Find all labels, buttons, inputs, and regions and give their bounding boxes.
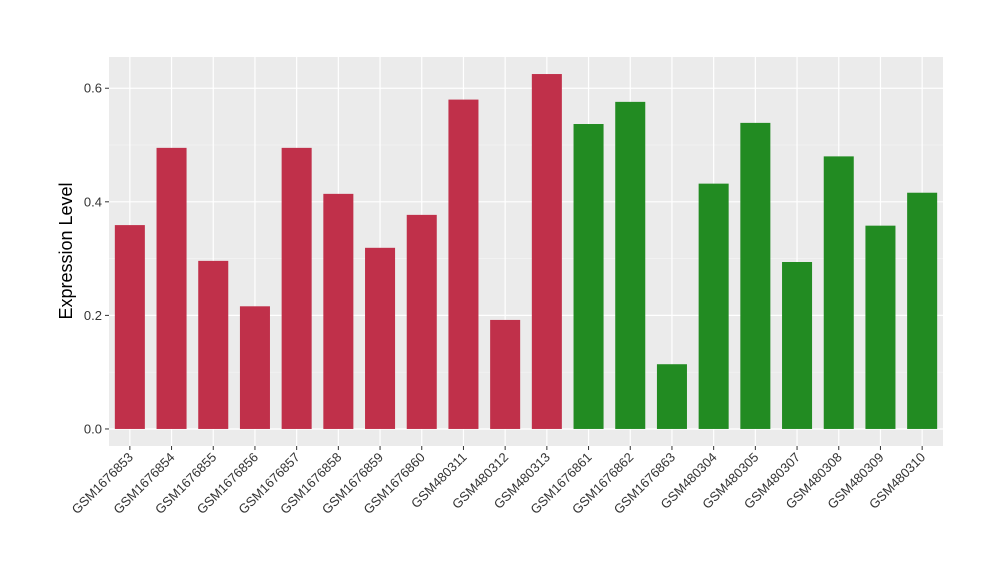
bar-gsm1676863: [656, 364, 687, 429]
bar-gsm480310: [907, 192, 938, 429]
y-axis: 0.0 0.2 0.4 0.6: [84, 81, 109, 436]
bar-gsm1676858: [323, 193, 354, 429]
bar-gsm1676857: [281, 147, 312, 429]
bar-gsm480312: [490, 319, 521, 429]
bar-gsm480309: [865, 225, 896, 429]
bar-gsm1676860: [406, 214, 437, 429]
bar-gsm1676856: [239, 306, 270, 429]
y-tick-label: 0.0: [84, 421, 102, 436]
bars: [114, 74, 938, 429]
bar-gsm480305: [740, 122, 771, 429]
bar-gsm1676861: [573, 124, 604, 429]
y-tick-label: 0.4: [84, 194, 102, 209]
y-axis-title: Expression Level: [56, 182, 76, 319]
bar-gsm480311: [448, 99, 479, 429]
plot-panel: [109, 57, 943, 446]
y-tick-label: 0.2: [84, 308, 102, 323]
bar-gsm1676854: [156, 147, 187, 429]
bar-gsm480308: [823, 156, 854, 429]
bar-gsm480304: [698, 183, 729, 429]
bar-gsm1676862: [615, 101, 646, 429]
bar-gsm1676853: [114, 225, 145, 429]
bar-gsm1676855: [198, 260, 229, 429]
bar-gsm480313: [531, 74, 562, 429]
bar-gsm480307: [782, 262, 813, 429]
x-axis: GSM1676853GSM1676854GSM1676855GSM1676856…: [69, 446, 928, 517]
y-tick-label: 0.6: [84, 81, 102, 96]
bar-gsm1676859: [365, 247, 396, 429]
